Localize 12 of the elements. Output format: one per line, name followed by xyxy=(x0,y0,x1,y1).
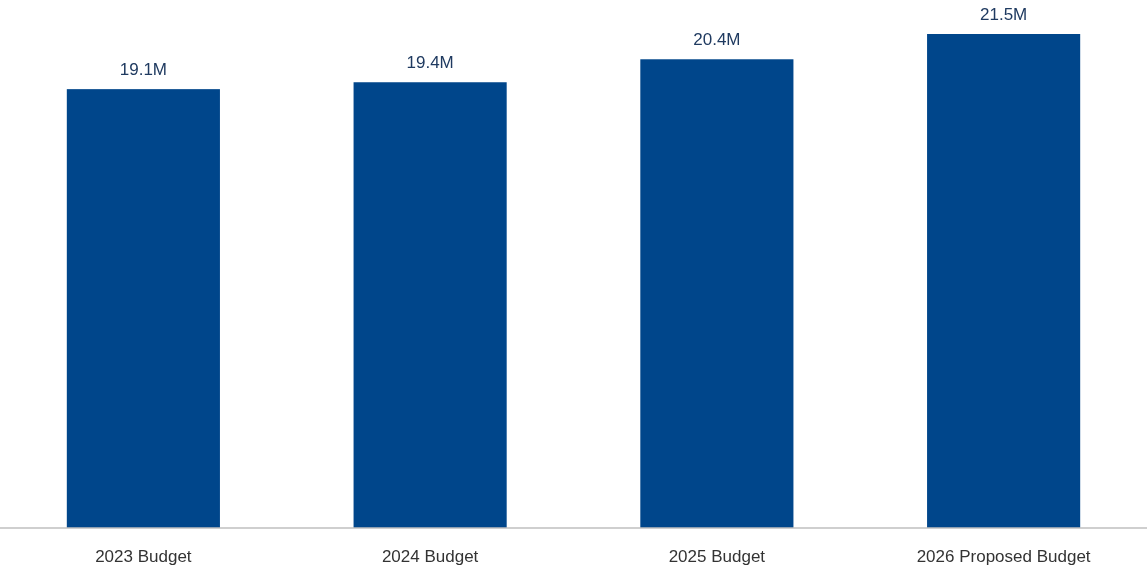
x-tick-label: 2023 Budget xyxy=(95,547,192,566)
bar xyxy=(927,34,1081,528)
bar xyxy=(353,82,507,528)
x-tick-label: 2026 Proposed Budget xyxy=(916,547,1091,566)
bar xyxy=(640,59,794,528)
data-label: 21.5M xyxy=(980,5,1028,24)
x-tick-label: 2024 Budget xyxy=(381,547,479,566)
data-label: 19.1M xyxy=(119,60,167,80)
bar xyxy=(66,89,220,528)
data-label: 19.4M xyxy=(406,53,454,73)
x-tick-label: 2025 Budget xyxy=(668,547,766,566)
data-label: 20.4M xyxy=(693,30,741,50)
